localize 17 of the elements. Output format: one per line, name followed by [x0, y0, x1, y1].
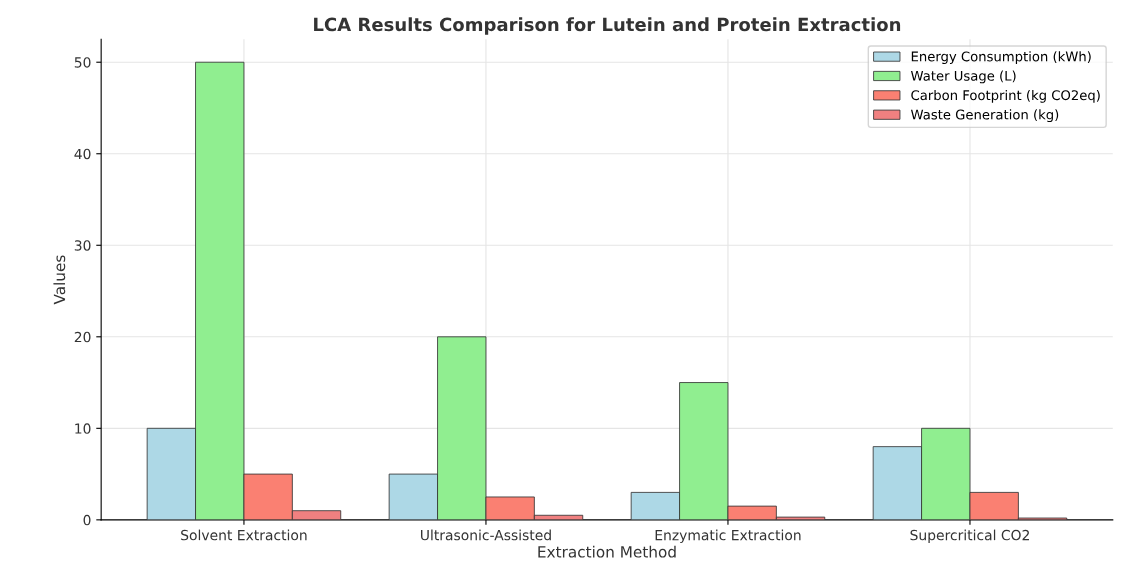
- y-axis-title: Values: [53, 255, 66, 305]
- y-tick-label: 0: [83, 514, 91, 526]
- y-tick-label: 20: [74, 331, 91, 343]
- x-tick-label: Ultrasonic-Assisted: [421, 529, 551, 541]
- legend-label: Carbon Footprint (kg CO2eq): [911, 89, 1100, 103]
- x-tick-label: Enzymatic Extraction: [655, 529, 801, 544]
- y-tick-label: 10: [75, 423, 91, 434]
- y-tick-label: 30: [74, 240, 91, 251]
- x-axis-title: Extraction Method: [538, 545, 676, 558]
- x-tick-label: Solvent Extraction: [181, 529, 307, 541]
- legend-label: Energy Consumption (kWh): [911, 51, 1091, 64]
- legend-label: Water Usage (L): [910, 70, 1016, 84]
- y-tick-label: 40: [74, 148, 91, 160]
- y-tick-label: 50: [74, 57, 91, 68]
- chart-title: LCA Results Comparison for Lutein and Protein Extraction: [314, 17, 901, 35]
- legend-label: Waste Generation (kg): [910, 109, 1059, 123]
- x-tick-label: Supercritical CO2: [910, 529, 1029, 544]
